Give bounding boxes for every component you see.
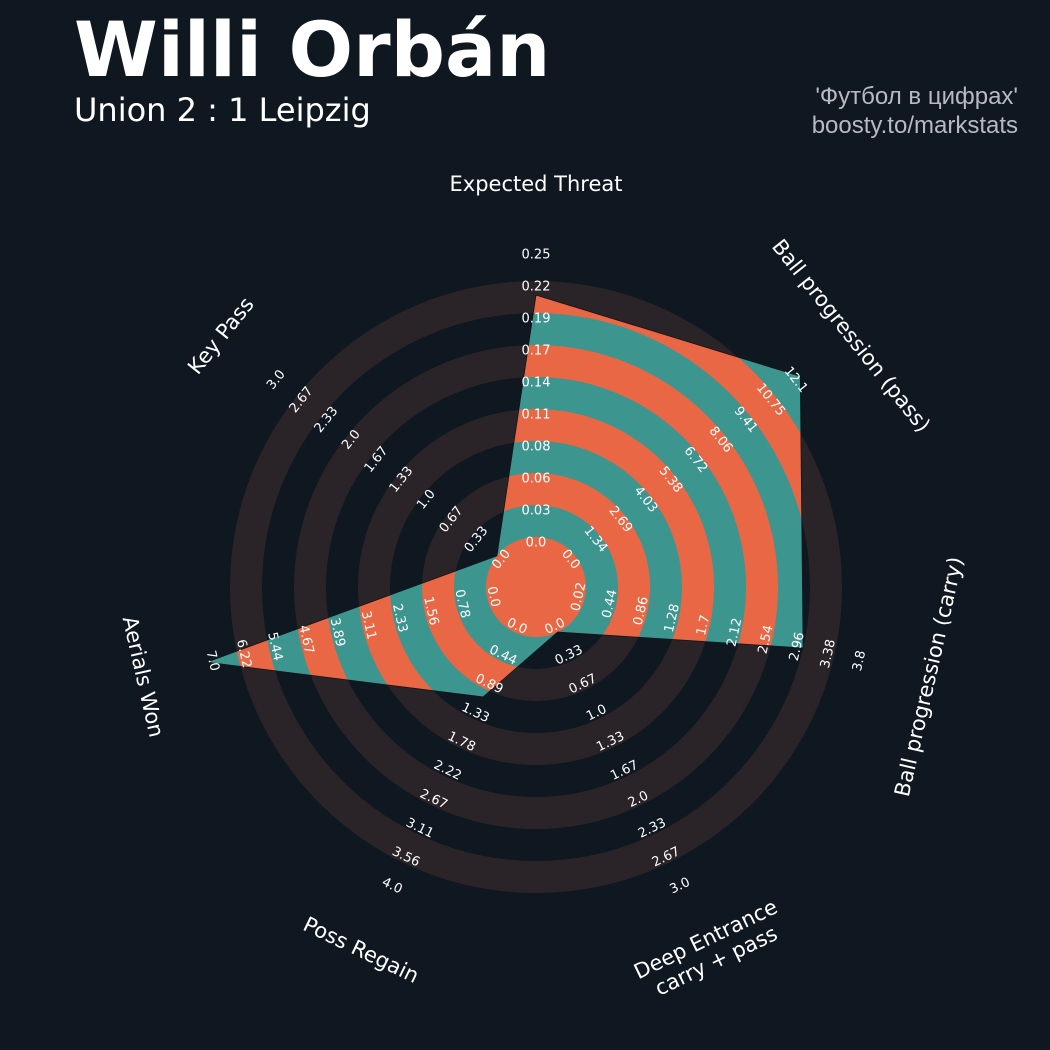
axis-label-5: Aerials Won — [118, 614, 169, 740]
tick-label-2-1: 0.44 — [600, 588, 621, 620]
tick-label-5-0: 0.0 — [483, 585, 502, 609]
tick-label-5-4: 3.11 — [358, 610, 379, 642]
tick-label-0-2: 0.06 — [522, 472, 551, 487]
tick-label-2-2: 0.86 — [631, 595, 652, 627]
axis-label-4: Poss Regain — [299, 912, 422, 988]
tick-label-0-1: 0.03 — [522, 504, 551, 519]
tick-label-0-3: 0.08 — [522, 440, 551, 455]
tick-label-2-5: 2.12 — [724, 617, 745, 649]
credit-line-2[interactable]: boosty.to/markstats — [811, 112, 1018, 139]
tick-label-5-7: 5.44 — [264, 631, 285, 663]
tick-label-0-7: 0.19 — [522, 312, 551, 327]
tick-label-2-8: 3.38 — [818, 638, 839, 670]
tick-label-5-9: 7.0 — [203, 649, 222, 673]
tick-label-2-7: 2.96 — [787, 631, 808, 663]
tick-label-2-0: 0.02 — [568, 581, 589, 613]
chart-subtitle: Union 2 : 1 Leipzig — [74, 91, 371, 129]
tick-label-0-0: 0.0 — [526, 536, 547, 551]
tick-label-2-9: 3.8 — [850, 649, 869, 673]
tick-label-2-4: 1.7 — [694, 614, 713, 638]
tick-label-0-6: 0.17 — [522, 344, 551, 359]
data-outline — [206, 294, 804, 698]
tick-label-0-5: 0.14 — [522, 376, 551, 391]
tick-label-0-8: 0.22 — [522, 280, 551, 295]
tick-label-0-9: 0.25 — [522, 248, 551, 263]
tick-label-5-8: 6.22 — [233, 638, 254, 670]
credit-block: 'Футбол в цифрах' boosty.to/markstats — [812, 82, 1018, 140]
tick-label-5-1: 0.78 — [451, 588, 472, 620]
tick-label-5-3: 2.33 — [389, 602, 410, 634]
tick-label-0-4: 0.11 — [522, 408, 551, 423]
credit-line-1: 'Футбол в цифрах' — [815, 83, 1018, 110]
data-band-0 — [486, 537, 586, 637]
tick-label-5-5: 3.89 — [327, 617, 348, 649]
tick-label-2-6: 2.54 — [756, 624, 777, 656]
axis-label-6: Key Pass — [183, 293, 259, 379]
chart-title: Willi Orbán — [74, 5, 551, 94]
axis-label-2: Ball progression (carry) — [890, 555, 968, 799]
tick-label-2-3: 1.28 — [662, 602, 683, 634]
axis-label-0: Expected Threat — [450, 172, 623, 196]
tick-label-5-2: 1.56 — [420, 595, 441, 627]
tick-label-5-6: 4.67 — [295, 624, 316, 656]
